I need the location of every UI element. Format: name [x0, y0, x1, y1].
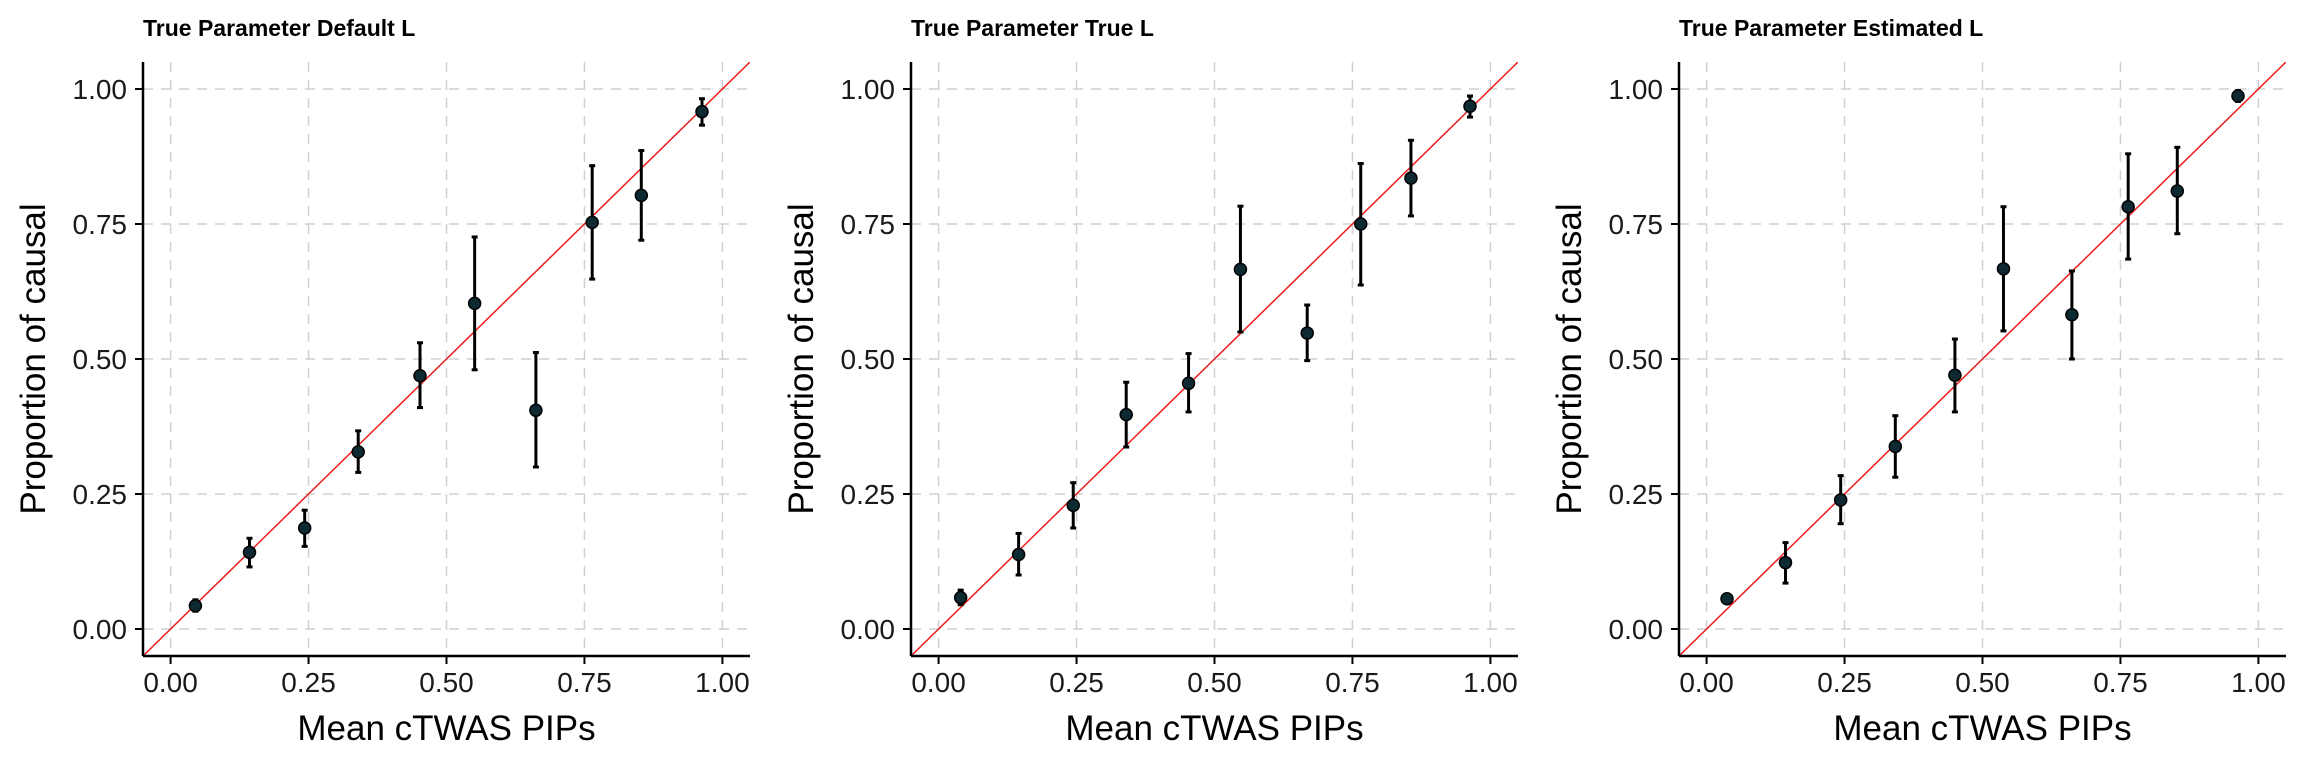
- data-point: [2231, 89, 2245, 103]
- x-tick-label: 0.00: [143, 667, 198, 698]
- y-axis-title: Proportion of causal: [14, 203, 53, 514]
- y-tick-label: 0.25: [1609, 479, 1664, 510]
- y-tick-label: 0.75: [73, 209, 128, 240]
- x-tick-label: 0.25: [1049, 667, 1104, 698]
- data-point: [1404, 171, 1418, 185]
- y-tick-label: 0.50: [73, 344, 128, 375]
- panel-title: True Parameter True L: [911, 15, 1154, 41]
- y-tick-label: 0.00: [73, 614, 128, 645]
- data-point: [529, 403, 543, 418]
- data-point: [1181, 376, 1196, 391]
- x-tick-label: 0.00: [1679, 667, 1734, 698]
- data-point: [1833, 493, 1848, 507]
- panel-title: True Parameter Default L: [143, 15, 415, 41]
- y-tick-label: 1.00: [1609, 74, 1664, 105]
- panel-title: True Parameter Estimated L: [1679, 15, 1983, 41]
- data-point: [2121, 199, 2135, 214]
- x-axis-title: Mean cTWAS PIPs: [297, 709, 595, 748]
- data-point: [2170, 184, 2185, 198]
- y-tick-label: 0.25: [841, 479, 896, 510]
- x-tick-label: 1.00: [695, 667, 750, 698]
- panel-true-l: True Parameter True L 0.00 0.25 0.50 0.75 1.0…: [782, 15, 1518, 748]
- grid: [1679, 62, 2286, 656]
- y-tick-label: 0.75: [1609, 209, 1664, 240]
- data-point: [1720, 592, 1734, 606]
- data-point: [242, 545, 257, 560]
- data-point: [1353, 217, 1368, 231]
- x-tick-label: 0.25: [281, 667, 336, 698]
- panel-default-l: True Parameter Default L 0.00 0.25 0.50 0.75…: [14, 15, 750, 748]
- identity-line: [911, 62, 1518, 656]
- x-tick-label: 1.00: [1463, 667, 1518, 698]
- data-point: [695, 104, 709, 119]
- data-point: [1463, 99, 1477, 114]
- x-tick-label: 0.75: [1325, 667, 1380, 698]
- y-tick-label: 1.00: [73, 74, 128, 105]
- data-point: [953, 590, 968, 605]
- y-tick-label: 0.75: [841, 209, 896, 240]
- x-tick-label: 1.00: [2231, 667, 2286, 698]
- data-point: [1996, 262, 2011, 276]
- data-point: [1948, 368, 1962, 382]
- data-point: [585, 215, 599, 230]
- data-point: [1233, 262, 1248, 277]
- y-tick-label: 0.50: [1609, 344, 1664, 375]
- data-point: [1119, 407, 1133, 422]
- y-tick-label: 1.00: [841, 74, 896, 105]
- x-axis-title: Mean cTWAS PIPs: [1833, 709, 2131, 748]
- x-tick-label: 0.00: [911, 667, 966, 698]
- data-point: [351, 445, 365, 459]
- data-point: [1300, 326, 1314, 340]
- y-tick-label: 0.00: [1609, 614, 1664, 645]
- x-tick-label: 0.75: [557, 667, 612, 698]
- y-tick-label: 0.50: [841, 344, 896, 375]
- data-point: [1011, 547, 1026, 562]
- y-axis-title: Proportion of causal: [1550, 203, 1589, 514]
- data-point: [297, 521, 312, 535]
- grid: [143, 62, 750, 656]
- x-tick-label: 0.75: [2093, 667, 2148, 698]
- data-point: [467, 296, 482, 311]
- y-tick-label: 0.00: [841, 614, 896, 645]
- data-point: [634, 188, 649, 203]
- data-point: [1778, 555, 1793, 570]
- data-point: [1888, 439, 1903, 454]
- x-tick-label: 0.50: [1187, 667, 1242, 698]
- y-axis-title: Proportion of causal: [782, 203, 821, 514]
- identity-line: [143, 62, 750, 656]
- panel-estimated-l: True Parameter Estimated L 0.00 0.25 0.50 0.…: [1550, 15, 2286, 748]
- identity-line: [1679, 62, 2286, 656]
- x-axis-title: Mean cTWAS PIPs: [1065, 709, 1363, 748]
- data-point: [1066, 498, 1080, 513]
- x-tick-label: 0.50: [1955, 667, 2010, 698]
- data-point: [413, 368, 427, 383]
- x-tick-label: 0.50: [419, 667, 474, 698]
- y-tick-label: 0.25: [73, 479, 128, 510]
- data-point: [2065, 307, 2079, 322]
- data-point: [188, 599, 203, 613]
- x-tick-label: 0.25: [1817, 667, 1872, 698]
